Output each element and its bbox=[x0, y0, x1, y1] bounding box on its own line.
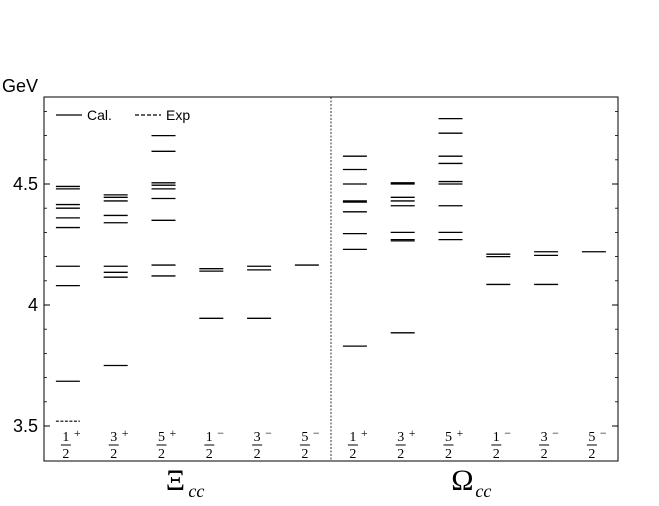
jp-numerator: 3 bbox=[541, 430, 548, 445]
jp-numerator: 3 bbox=[254, 430, 261, 445]
jp-parity: − bbox=[313, 426, 320, 440]
jp-denominator: 2 bbox=[158, 447, 165, 462]
jp-parity: − bbox=[504, 426, 511, 440]
jp-denominator: 2 bbox=[445, 447, 452, 462]
jp-numerator: 5 bbox=[588, 430, 595, 445]
jp-numerator: 5 bbox=[158, 430, 165, 445]
y-tick-label: 4.5 bbox=[13, 174, 38, 194]
jp-labels: 12+ 32+ 52+ 12− 32− 52− 12+ 32+ 52+ 12− 32− 52− bbox=[60, 426, 607, 462]
jp-numerator: 3 bbox=[110, 430, 117, 445]
jp-numerator: 5 bbox=[445, 430, 452, 445]
jp-parity: − bbox=[552, 426, 559, 440]
panel-symbol: Ω bbox=[451, 464, 473, 497]
jp-parity: + bbox=[170, 426, 177, 440]
jp-parity: − bbox=[217, 426, 224, 440]
jp-numerator: 1 bbox=[493, 430, 500, 445]
jp-denominator: 2 bbox=[110, 447, 117, 462]
jp-numerator: 1 bbox=[62, 430, 69, 445]
jp-denominator: 2 bbox=[397, 447, 404, 462]
jp-denominator: 2 bbox=[588, 447, 595, 462]
y-tick-label: 4 bbox=[28, 295, 38, 315]
panel-subscript: cc bbox=[188, 481, 204, 501]
jp-denominator: 2 bbox=[62, 447, 69, 462]
panel-symbol: Ξ bbox=[166, 464, 185, 497]
jp-parity: + bbox=[122, 426, 129, 440]
jp-denominator: 2 bbox=[349, 447, 356, 462]
jp-numerator: 3 bbox=[397, 430, 404, 445]
jp-denominator: 2 bbox=[206, 447, 213, 462]
jp-parity: − bbox=[600, 426, 607, 440]
level-marks bbox=[55, 118, 606, 422]
jp-parity: + bbox=[457, 426, 464, 440]
y-unit-label: GeV bbox=[2, 76, 38, 96]
y-tick-label: 3.5 bbox=[13, 416, 38, 436]
y-axis: 3.5 4 4.5 bbox=[13, 111, 618, 436]
jp-denominator: 2 bbox=[254, 447, 261, 462]
jp-denominator: 2 bbox=[493, 447, 500, 462]
jp-numerator: 1 bbox=[206, 430, 213, 445]
jp-denominator: 2 bbox=[301, 447, 308, 462]
legend-label: Cal. bbox=[87, 107, 112, 123]
legend-label: Exp bbox=[166, 107, 190, 123]
jp-parity: + bbox=[361, 426, 368, 440]
legend: Cal. Exp bbox=[56, 107, 190, 123]
jp-numerator: 5 bbox=[301, 430, 308, 445]
jp-numerator: 1 bbox=[349, 430, 356, 445]
jp-parity: + bbox=[74, 426, 81, 440]
jp-denominator: 2 bbox=[541, 447, 548, 462]
panel-subscript: cc bbox=[475, 481, 491, 501]
jp-parity: − bbox=[265, 426, 272, 440]
jp-parity: + bbox=[409, 426, 416, 440]
